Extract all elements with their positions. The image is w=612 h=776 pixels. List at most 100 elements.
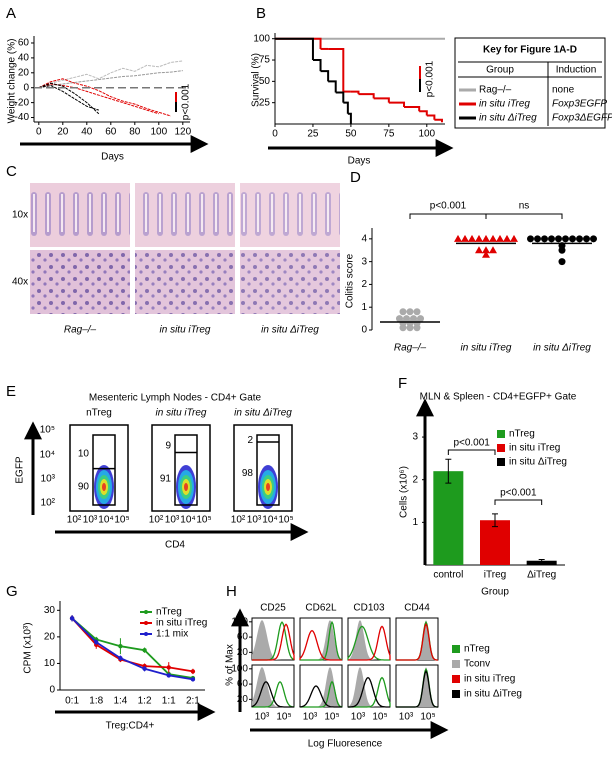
annotation: p<0.001 [500,488,537,499]
point [118,655,123,661]
survival-step [426,114,436,120]
point [482,234,490,242]
density-blob [266,483,270,491]
point [555,235,562,243]
y-axis-label: Cells (x10⁶) [399,466,410,518]
point [461,234,469,242]
histology-image [30,250,130,314]
x-tick-label: 10⁵ [372,712,387,723]
point [406,324,414,332]
series-line [38,84,99,111]
survival-step [328,47,345,92]
y-tick-label: 10⁵ [40,425,55,436]
histogram-fill [300,667,342,707]
legend-label: nTreg [156,607,182,618]
point [94,639,99,645]
point [590,235,597,243]
panel-label: F [398,375,407,392]
key-title: Key for Figure 1A-D [483,45,577,56]
x-tick-label: Rag–/– [394,343,427,354]
histogram-curve [300,680,343,708]
bar [433,471,464,565]
x-tick-label: 10³ [255,712,270,723]
annotation: p<0.001 [430,201,467,212]
point [496,234,504,242]
legend-swatch [452,690,460,698]
legend-label: Tconv [464,659,490,670]
p-value: p<0.001 [181,83,192,120]
survival-step [335,91,345,103]
density-blob [102,483,106,491]
x-tick-label: 10⁵ [420,712,435,723]
point [548,235,555,243]
x-tick-label: 10⁵ [196,515,211,526]
x-tick-label: 10⁵ [114,515,129,526]
x-tick-label: 20 [57,127,69,138]
point [69,616,75,621]
point [118,643,123,649]
y-axis-label: Colitis score [345,253,356,308]
histology-image [135,250,235,314]
key-induction: none [552,85,575,96]
point [166,673,171,678]
point [510,234,518,242]
bracket [409,213,487,219]
legend-swatch [497,458,505,466]
survival-step [347,112,352,124]
bracket [447,449,496,455]
survival-step [388,101,406,107]
y-tick-label: 75 [259,55,271,66]
point [558,246,566,254]
x-tick-label: 1:4 [113,696,127,707]
marker-title: CD25 [260,603,286,614]
point [482,250,490,258]
annotation: p<0.001 [453,438,490,449]
survival-step [320,70,330,82]
panel-label: G [6,583,18,600]
bracket [494,499,543,505]
x-axis-label: Group [481,587,509,598]
histology-image [240,250,340,314]
point [562,235,569,243]
legend-label: nTreg [464,644,490,655]
x-tick-label: 75 [383,129,395,140]
x-tick-label: 10³ [83,515,98,526]
point [190,669,196,674]
marker-title: CD103 [353,603,385,614]
x-tick-label: 50 [345,129,357,140]
plot-title: in situ iTreg [156,408,207,419]
y-tick-label: 20 [237,647,249,658]
x-tick-label: 10⁴ [262,515,277,526]
x-axis-label: Days [348,156,371,167]
y-tick-label: 50 [259,76,271,87]
histogram-curve [396,669,438,708]
flow-title: Mesenteric Lymph Nodes - CD4+ Gate [89,393,262,404]
point [583,235,590,243]
legend-marker [144,621,148,625]
point [413,308,421,316]
x-tick-label: 10⁵ [278,515,293,526]
key-induction: Foxp3EGFP [552,99,607,110]
survival-step [373,97,390,103]
point [489,234,497,242]
legend-label: in situ iTreg [156,618,207,629]
survival-step [328,80,337,93]
survival-step [358,93,375,99]
y-tick-label: -40 [15,112,30,123]
point [576,235,583,243]
point [541,235,548,243]
bar [526,560,557,565]
y-tick-label: 10⁴ [40,450,55,461]
point [475,246,483,254]
legend-marker [144,610,148,614]
gate-percent: 10 [78,448,90,459]
point [166,665,171,670]
histogram-curve [348,676,390,708]
series-line [38,82,100,115]
gate-percent: 2 [247,435,253,446]
x-tick-label: control [433,570,463,581]
x-tick-label: ΔiTreg [527,570,556,581]
y-tick-label: 100 [253,33,270,44]
series-line [71,617,194,681]
gate-percent: 98 [242,468,254,479]
